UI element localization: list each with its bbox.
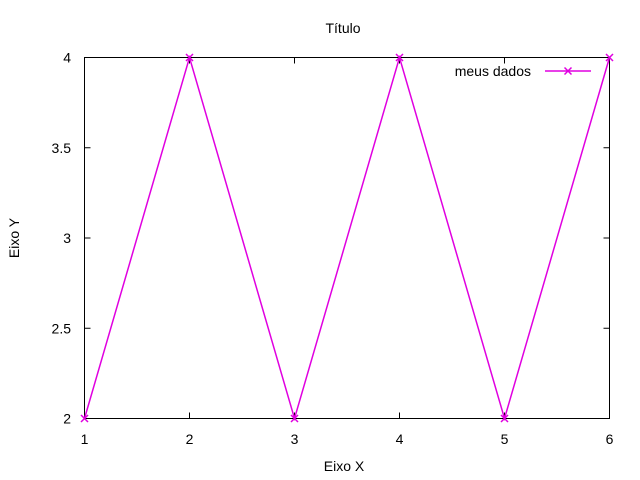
- data-point-marker: [500, 414, 509, 423]
- y-tick-label: 3: [63, 230, 71, 246]
- x-tick-label: 6: [606, 431, 614, 447]
- legend: meus dados: [455, 63, 591, 79]
- series-group: [80, 53, 614, 423]
- legend-x-marker: [563, 66, 573, 76]
- y-axis-label: Eixo Y: [6, 217, 22, 258]
- x-axis-label: Eixo X: [324, 458, 365, 474]
- data-point-marker: [395, 53, 404, 62]
- x-tick-label: 5: [501, 431, 509, 447]
- chart-title: Título: [325, 20, 360, 36]
- y-tick-label: 2: [63, 411, 71, 427]
- legend-marker: [563, 66, 573, 76]
- x-tick-label: 3: [291, 431, 299, 447]
- y-tick-label: 3.5: [52, 140, 72, 156]
- data-point-marker: [80, 414, 89, 423]
- data-point-marker: [185, 53, 194, 62]
- y-tick-label: 4: [63, 50, 71, 66]
- x-tick-label: 2: [186, 431, 194, 447]
- x-tick-label: 1: [81, 431, 89, 447]
- x-tick-label: 4: [396, 431, 404, 447]
- data-point-marker: [605, 53, 614, 62]
- series-line: [83, 54, 611, 422]
- x-axis: 1 2 3 4 5 6: [81, 57, 614, 447]
- data-point-marker: [290, 414, 299, 423]
- y-tick-label: 2.5: [52, 320, 72, 336]
- legend-label: meus dados: [455, 63, 531, 79]
- y-axis: 2 2.5 3 3.5 4: [52, 50, 610, 427]
